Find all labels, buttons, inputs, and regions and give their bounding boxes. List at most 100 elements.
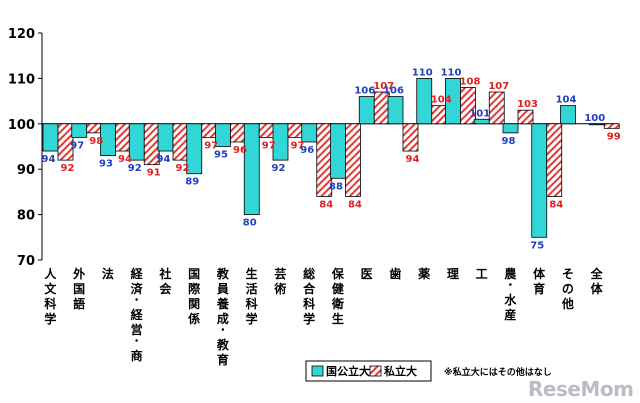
data-label-public: 100 [584, 113, 605, 124]
data-label-public: 75 [530, 240, 544, 251]
category-label: 外国語 [73, 266, 85, 311]
data-label-private: 96 [233, 145, 247, 156]
category-label: 農･水産 [504, 266, 517, 322]
data-label-private: 99 [607, 131, 621, 142]
data-label-public: 94 [157, 154, 171, 165]
bar-private [172, 123, 189, 161]
data-label-public: 104 [556, 95, 577, 106]
data-label-public: 106 [354, 86, 375, 97]
bar-private [603, 123, 620, 129]
category-label: 経済･経営･商 [131, 266, 144, 363]
data-label-private: 103 [517, 99, 538, 110]
watermark-logo: ReseMom [528, 377, 633, 401]
legend-label-public: 国公立大 [326, 364, 370, 378]
category-labels: 人文科学 外国語 法 経済･経営･商 社会 国際関係 教員養成･教育 生活科学 芸術 総合科学 保健… [44, 266, 603, 367]
bar-private [373, 91, 390, 125]
y-tick-label: 100 [8, 118, 35, 133]
data-label-public: 98 [502, 136, 516, 147]
data-label-public: 92 [272, 163, 286, 174]
bar-private [431, 105, 448, 125]
data-label-private: 107 [373, 81, 394, 92]
category-label: 法 [102, 266, 114, 281]
data-label-private: 92 [61, 163, 75, 174]
bar-public [502, 123, 519, 134]
bar-public [416, 78, 433, 125]
bar-public [588, 123, 605, 126]
data-label-public: 95 [214, 150, 228, 161]
data-label-public: 110 [441, 67, 462, 78]
category-label: その他 [561, 267, 574, 311]
data-label-private: 107 [488, 81, 509, 92]
data-label-public: 80 [243, 218, 257, 229]
bar-private [402, 123, 419, 152]
bar-private [86, 123, 103, 134]
data-label-public: 97 [70, 140, 84, 151]
note: ※私立大にはその他はなし [444, 366, 552, 378]
data-label-public: 93 [99, 159, 113, 170]
category-label: 社会 [158, 266, 172, 296]
data-label-private: 98 [89, 136, 103, 147]
bar-private [546, 123, 563, 197]
data-label-private: 94 [118, 154, 132, 165]
data-label-private: 108 [460, 76, 481, 87]
y-tick-label: 90 [17, 163, 35, 178]
data-label-public: 96 [300, 145, 314, 156]
bar-private [517, 109, 534, 125]
bars [42, 78, 620, 238]
data-label-public: 88 [329, 181, 343, 192]
bar-private [57, 123, 74, 161]
category-label: 歯 [389, 266, 401, 281]
bar-private [460, 87, 476, 125]
category-label: 工 [476, 267, 488, 281]
category-label: 保健衛生 [331, 266, 345, 326]
y-tick-label: 70 [17, 254, 35, 269]
bar-public [301, 123, 318, 143]
bar-public [387, 96, 404, 125]
bar-public [560, 105, 576, 125]
bar-private [488, 91, 505, 125]
data-label-private: 91 [147, 168, 161, 179]
bar-private [115, 123, 131, 152]
bar-public [157, 123, 174, 152]
bar-public [330, 123, 346, 179]
legend: 国公立大 私立大 [305, 360, 432, 382]
bar-public [473, 118, 490, 125]
data-label-public: 94 [42, 154, 56, 165]
data-label-public: 106 [383, 86, 404, 97]
data-label-private: 104 [431, 95, 452, 106]
category-label: 薬 [418, 266, 430, 281]
legend-label-private: 私立大 [384, 364, 417, 378]
category-label: 芸術 [273, 266, 286, 296]
data-label-public: 92 [128, 163, 142, 174]
data-label-private: 92 [176, 163, 190, 174]
bar-public [42, 123, 59, 152]
data-label-private: 94 [406, 154, 420, 165]
data-label-public: 101 [469, 108, 490, 119]
category-label: 全体 [590, 266, 604, 296]
bar-public [243, 123, 260, 216]
category-label: 生活科学 [246, 266, 258, 326]
bar-private [287, 123, 304, 138]
bar-public [358, 96, 375, 125]
category-label: 理 [447, 267, 459, 281]
category-label: 総合科学 [303, 266, 316, 326]
bar-private [258, 123, 275, 138]
bar-public [186, 123, 203, 175]
data-label-private: 84 [549, 199, 563, 210]
bar-private [230, 123, 246, 143]
data-label-public: 89 [185, 177, 199, 188]
data-label-private: 97 [262, 140, 276, 151]
category-label: 医 [361, 267, 373, 281]
bar-public [71, 123, 88, 138]
legend-swatch-public [311, 365, 324, 377]
bar-private [345, 123, 361, 197]
data-label-private: 84 [348, 199, 362, 210]
category-label: 教員養成･教育 [216, 266, 230, 367]
legend-box [305, 360, 432, 382]
category-label: 体育 [533, 266, 546, 296]
category-label: 国際関係 [188, 267, 201, 326]
y-tick-label: 110 [8, 72, 35, 87]
y-tick-label: 80 [17, 209, 35, 224]
data-label-private: 84 [319, 199, 333, 210]
